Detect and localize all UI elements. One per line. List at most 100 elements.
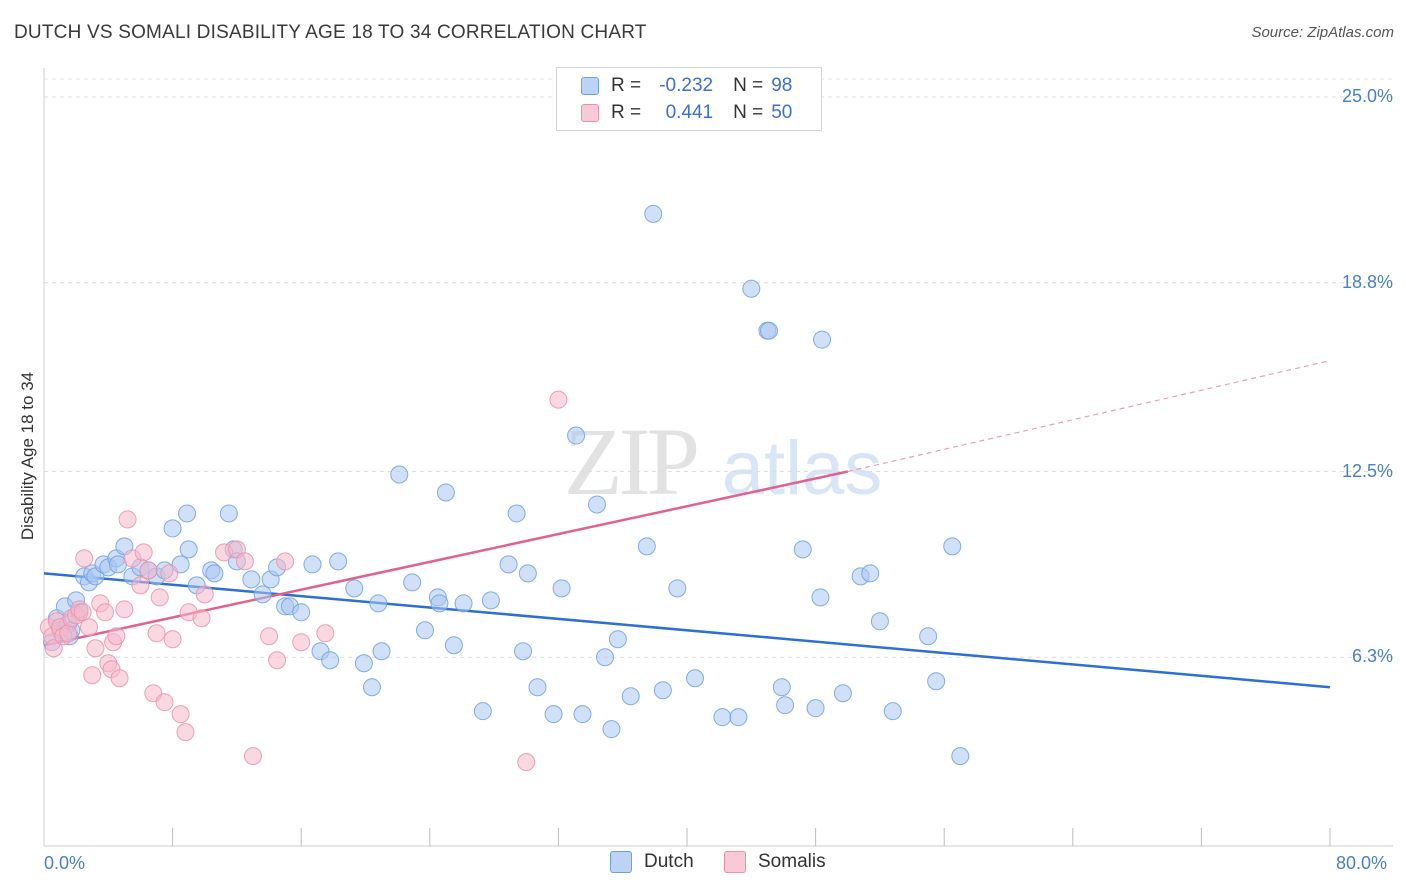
somalis-point — [44, 639, 63, 658]
dutch-point — [518, 564, 537, 583]
dutch-point — [861, 564, 880, 583]
dutch-point — [833, 684, 852, 703]
dutch-point — [759, 321, 778, 340]
somalis-point — [171, 705, 190, 724]
chart-title: DUTCH VS SOMALI DISABILITY AGE 18 TO 34 … — [14, 22, 647, 43]
dutch-point — [362, 678, 381, 697]
source-label: Source: ZipAtlas.com — [1251, 24, 1394, 41]
n-value: 98 — [771, 75, 793, 96]
dutch-point — [806, 699, 825, 718]
somalis-point — [276, 552, 295, 571]
dutch-point — [345, 579, 364, 598]
r-value: 0.441 — [665, 102, 714, 123]
dutch-point — [813, 330, 832, 349]
somalis-point — [118, 510, 137, 529]
dutch-point — [415, 621, 434, 640]
dutch-point — [776, 696, 795, 715]
somalis-point — [517, 753, 536, 772]
dutch-point — [713, 708, 732, 727]
dutch-point — [444, 636, 463, 655]
dutch-point — [567, 426, 586, 445]
dutch-point — [354, 654, 373, 673]
legend-label-dutch: Dutch — [644, 851, 694, 872]
dutch-point — [621, 687, 640, 706]
dutch-point — [602, 720, 621, 739]
somalis-trendline — [43, 470, 849, 647]
dutch-trendline — [43, 572, 1331, 689]
dutch-point — [369, 594, 388, 613]
dutch-point — [943, 537, 962, 556]
somalis-point — [110, 669, 129, 688]
somalis-point — [147, 624, 166, 643]
dutch-point — [742, 279, 761, 298]
dutch-point — [321, 651, 340, 670]
somalis-point — [176, 723, 195, 742]
stats-row-dutch: R = -0.232 N = 98 — [581, 74, 792, 98]
y-tick-label: 12.5% — [1341, 460, 1393, 481]
legend-item-dutch[interactable]: Dutch — [610, 851, 694, 873]
somalis-point — [134, 543, 153, 562]
y-tick-label: 18.8% — [1341, 271, 1393, 292]
dutch-point — [573, 705, 592, 724]
legend-item-somalis[interactable]: Somalis — [724, 851, 826, 873]
dutch-point — [514, 642, 533, 661]
dutch-point — [596, 648, 615, 667]
somalis-point — [243, 747, 262, 766]
somalis-point — [131, 576, 150, 595]
dutch-point — [436, 483, 455, 502]
dutch-point — [870, 612, 889, 631]
dutch-point — [205, 564, 224, 583]
dutch-point — [242, 570, 261, 589]
dutch-point — [430, 594, 449, 613]
somalis-point — [115, 600, 134, 619]
dutch-point — [403, 573, 422, 592]
somalis-point — [86, 639, 105, 658]
dutch-point — [499, 555, 518, 574]
dutch-point — [951, 747, 970, 766]
somalis-point — [59, 624, 78, 643]
somalis-point — [192, 609, 211, 628]
dutch-point — [178, 504, 197, 523]
dutch-point — [179, 540, 198, 559]
watermark-atlas: atlas — [722, 426, 883, 511]
dutch-point — [793, 540, 812, 559]
somalis-point — [155, 693, 174, 712]
r-label: R = — [611, 102, 642, 123]
somalis-point — [235, 552, 254, 571]
dutch-point — [919, 627, 938, 646]
somalis-point — [316, 624, 335, 643]
somalis-point — [195, 585, 214, 604]
stats-row-somalis: R = 0.441 N = 50 — [581, 101, 792, 125]
dutch-point — [292, 603, 311, 622]
somalis-point — [260, 627, 279, 646]
legend-label-somalis: Somalis — [758, 851, 826, 872]
somalis-point — [80, 618, 99, 637]
dutch-point — [473, 702, 492, 721]
somalis-point — [73, 603, 92, 622]
somalis-point — [150, 588, 169, 607]
dutch-point — [811, 588, 830, 607]
x-tick-min: 0.0% — [44, 853, 86, 873]
dutch-point — [219, 504, 238, 523]
dutch-point — [653, 681, 672, 700]
somalis-point — [96, 603, 115, 622]
dutch-point — [772, 678, 791, 697]
dutch-point — [644, 204, 663, 223]
n-label: N = — [733, 102, 764, 123]
dutch-point — [481, 591, 500, 610]
n-value: 50 — [771, 102, 793, 123]
x-tick-max: 80.0% — [1336, 853, 1388, 873]
somalis-point — [83, 666, 102, 685]
watermark-zip: ZIP — [564, 408, 697, 515]
dutch-point — [552, 579, 571, 598]
y-tick-label: 25.0% — [1341, 86, 1393, 106]
somalis-point — [75, 549, 94, 568]
dutch-point — [587, 495, 606, 514]
dutch-point — [729, 708, 748, 727]
somalis-point — [268, 651, 287, 670]
somalis-trendline-extension — [847, 360, 1331, 473]
somalis-legend-swatch — [724, 851, 746, 873]
stats-box: R = -0.232 N = 98 R = 0.441 N = 50 — [556, 67, 822, 131]
dutch-point — [883, 702, 902, 721]
